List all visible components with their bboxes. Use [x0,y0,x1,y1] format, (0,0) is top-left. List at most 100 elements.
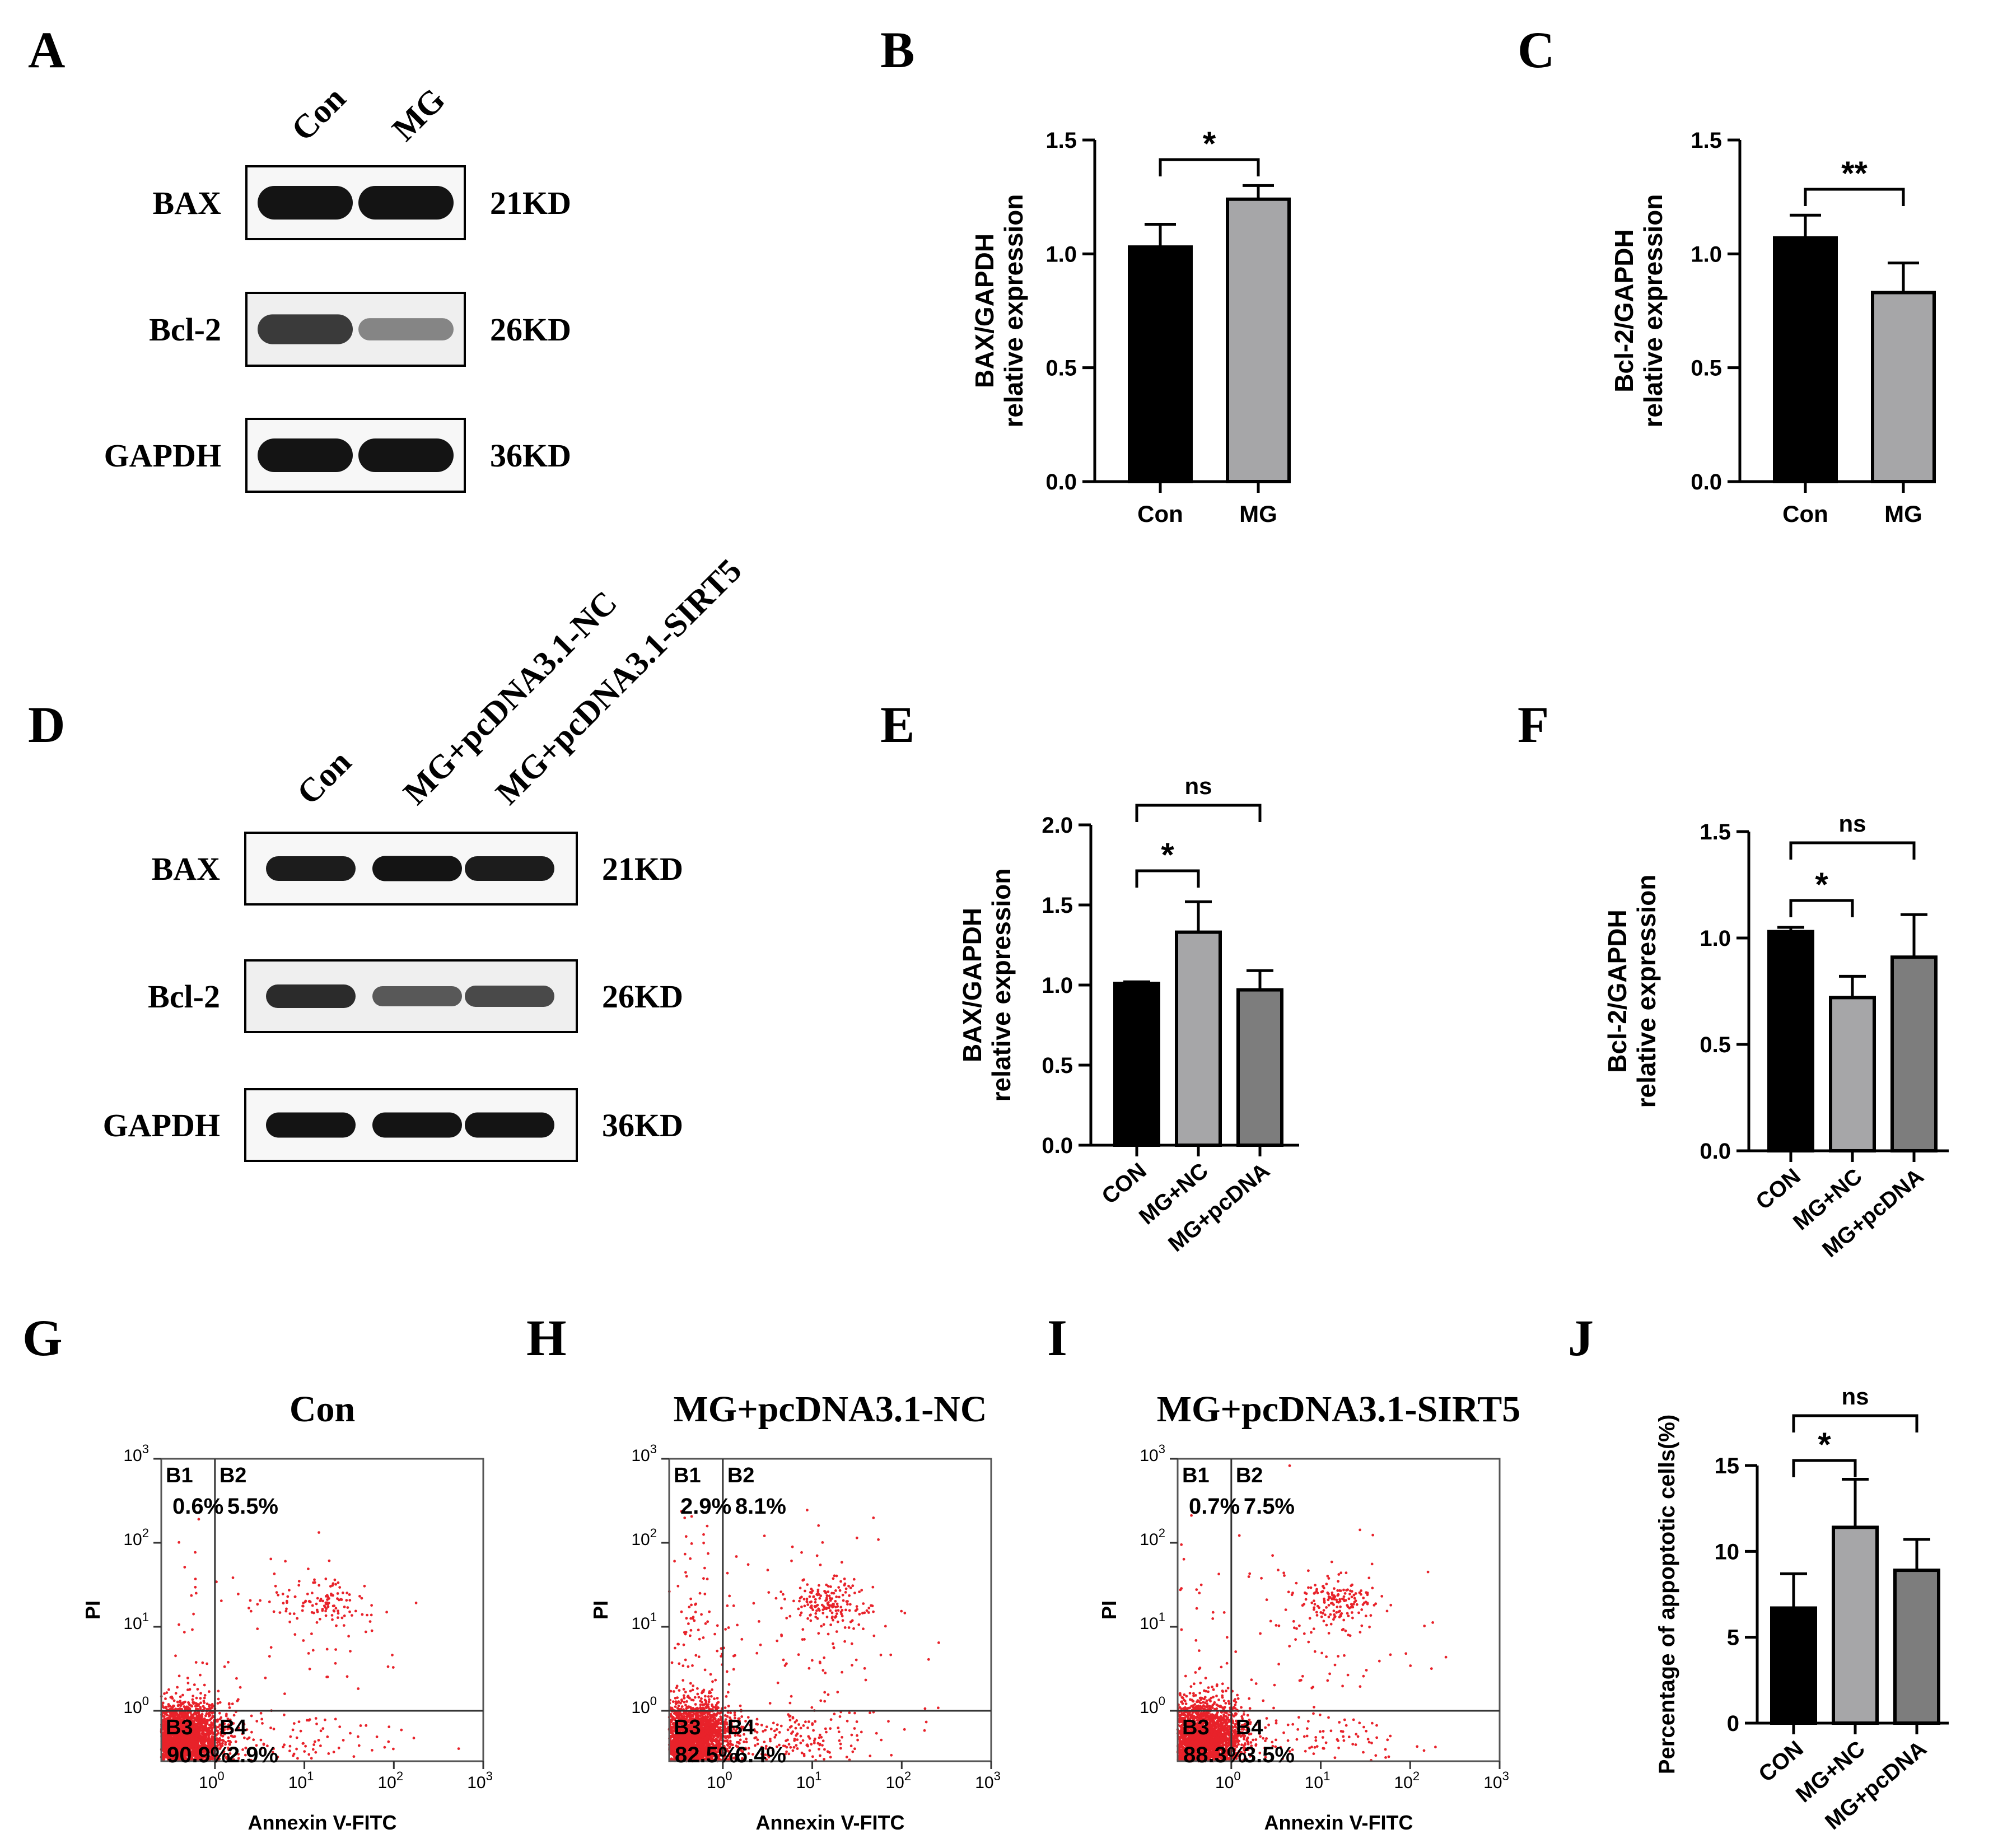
event-dot [807,1720,810,1723]
event-dot [311,1748,315,1751]
event-dot [797,1607,800,1611]
event-dot [269,1557,273,1561]
event-dot [707,1703,710,1706]
event-dot [191,1628,194,1631]
event-dot [360,1597,363,1600]
significance-label: * [1818,1426,1831,1463]
blot-row-bax: BAX 21KD [152,832,683,906]
event-dot [855,1536,858,1539]
event-dot [819,1564,822,1566]
event-dot [704,1716,707,1719]
event-dot [832,1618,834,1622]
event-dot [195,1696,198,1700]
event-dot [844,1591,847,1594]
event-dot [711,1723,714,1726]
bar [1893,1569,1940,1725]
event-dot [208,1724,211,1726]
event-dot [197,1732,200,1734]
event-dot [457,1747,460,1751]
event-dot [740,1637,744,1641]
event-dot [324,1718,326,1721]
event-dot [832,1642,834,1645]
event-dot [201,1729,204,1732]
event-dot [297,1580,301,1583]
protein-band [258,186,353,220]
event-dot [278,1611,282,1614]
y-tick-label: 0.0 [1700,1139,1731,1164]
event-dot [334,1718,337,1721]
event-dot [199,1673,202,1677]
protein-band [358,318,454,340]
event-dot [746,1563,750,1566]
protein-band [266,1112,356,1138]
event-dot [227,1702,231,1706]
event-dot [164,1697,167,1700]
event-dot [788,1614,792,1618]
event-dot [768,1702,772,1705]
event-dot [248,1607,250,1610]
event-dot [674,1700,678,1704]
event-dot [227,1736,230,1739]
event-dot [223,1665,226,1668]
event-dot [314,1751,318,1754]
event-dot [237,1726,240,1729]
event-dot [232,1714,236,1717]
event-dot [849,1603,852,1606]
event-dot [217,1725,220,1729]
event-dot [804,1589,806,1593]
event-dot [325,1607,328,1611]
quadrant-label: B1 [166,1464,193,1487]
event-dot [839,1606,843,1609]
event-dot [676,1711,680,1715]
quadrant-percentage: 2.9% [227,1743,278,1767]
event-dot [806,1603,810,1606]
event-dot [847,1626,851,1629]
event-dot [337,1581,340,1584]
event-dot [193,1721,196,1725]
event-dot [689,1706,692,1709]
event-dot [219,1739,222,1742]
event-dot [805,1600,809,1603]
event-dot [269,1646,273,1649]
event-dot [317,1739,320,1742]
event-dot [169,1696,172,1699]
event-dot [305,1719,309,1722]
event-dot [836,1691,839,1694]
event-dot [216,1718,220,1721]
event-dot [338,1725,342,1729]
event-dot [297,1720,301,1724]
event-dot [779,1590,783,1594]
protein-label: GAPDH [103,1107,220,1144]
event-dot [302,1639,305,1642]
y-tick-label: 1.0 [1691,242,1722,267]
x-tick-label: CON [1754,1736,1808,1787]
event-dot [841,1593,844,1597]
event-dot [841,1619,844,1622]
event-dot [167,1688,170,1691]
event-dot [802,1598,806,1601]
event-dot [694,1707,697,1711]
protein-band [465,986,554,1007]
event-dot [814,1612,818,1615]
event-dot [689,1682,692,1685]
event-dot [872,1610,875,1613]
event-dot [889,1653,893,1656]
event-dot [776,1639,779,1642]
event-dot [811,1659,814,1662]
event-dot [821,1541,824,1544]
significance-bracket [1804,188,1905,206]
event-dot [388,1725,391,1729]
event-dot [312,1581,315,1584]
event-dot [283,1692,286,1696]
event-dot [343,1606,346,1608]
event-dot [211,1703,214,1706]
event-dot [816,1588,820,1592]
event-dot [208,1707,211,1710]
y-tick-label: 1.5 [1700,820,1731,844]
event-dot [843,1640,846,1643]
event-dot [690,1698,693,1701]
panel-letter-g: G [22,1309,63,1366]
event-dot [792,1599,795,1603]
event-dot [250,1730,253,1734]
event-dot [827,1632,830,1636]
